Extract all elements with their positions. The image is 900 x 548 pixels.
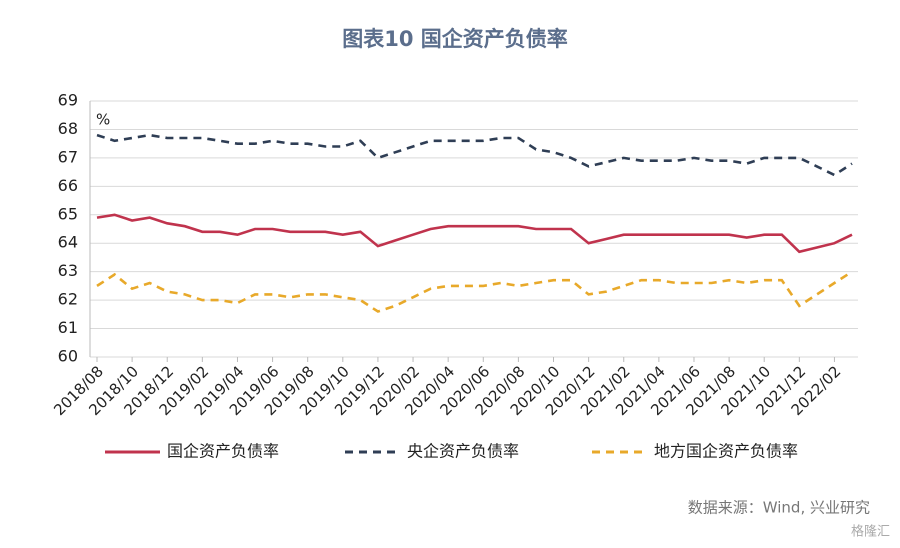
y-tick-label: 64 [58, 233, 78, 252]
legend-label: 国企资产负债率 [167, 442, 279, 461]
series-line [96, 133, 853, 177]
y-tick-label: 66 [58, 176, 78, 195]
chart-title: 图表10 国企资产负债率 [342, 27, 568, 51]
legend-label: 地方国企资产负债率 [654, 442, 798, 461]
y-tick-label: 68 [58, 119, 78, 138]
source: 数据来源：Wind, 兴业研究 [688, 499, 870, 517]
y-tick-label: 65 [58, 204, 78, 223]
y-unit: % [96, 111, 110, 129]
watermark: 格隆汇 [851, 524, 890, 540]
y-tick-label: 61 [58, 318, 78, 337]
series-line [96, 270, 853, 313]
y-tick-label: 69 [58, 91, 78, 110]
y-tick-label: 63 [58, 261, 78, 280]
legend-label: 央企资产负债率 [407, 442, 519, 461]
y-tick-label: 67 [58, 147, 78, 166]
y-tick-label: 60 [58, 347, 78, 366]
y-tick-label: 62 [58, 290, 78, 309]
series-line [96, 213, 853, 254]
